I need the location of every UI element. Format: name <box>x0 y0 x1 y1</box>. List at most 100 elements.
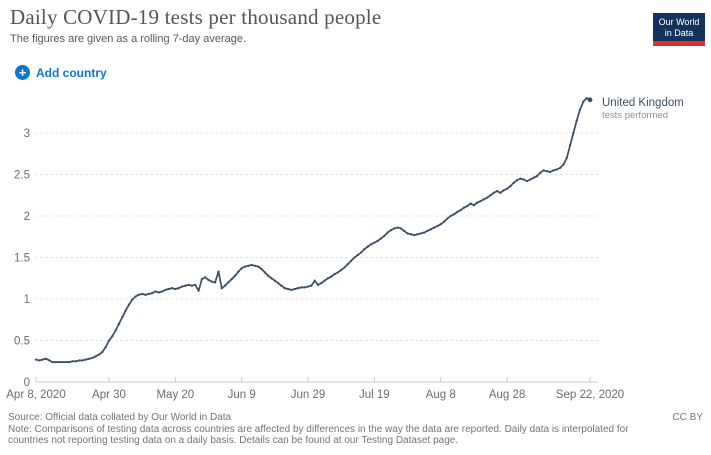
series-point-marker <box>373 241 376 244</box>
series-point-marker <box>472 204 476 207</box>
series-point-marker <box>141 292 144 296</box>
series-point-marker <box>432 226 436 229</box>
series-point-marker <box>280 284 283 287</box>
series-point-marker <box>227 281 230 284</box>
series-point-marker <box>243 265 247 268</box>
y-tick-label: 3 <box>24 128 30 140</box>
series-point-marker <box>409 233 413 236</box>
series-point-marker <box>44 357 48 360</box>
owid-logo[interactable]: Our World in Data <box>653 13 705 46</box>
series-point-marker <box>552 169 555 172</box>
series-point-marker <box>539 171 542 174</box>
series-point-marker <box>111 335 114 338</box>
series-point-marker <box>197 289 200 292</box>
series-point-marker <box>296 287 300 290</box>
series-point-marker <box>399 227 403 230</box>
series-point-marker <box>124 309 127 312</box>
series-point-marker <box>184 284 187 287</box>
series-point-marker <box>376 239 379 243</box>
series-point-marker <box>356 253 359 257</box>
series-point-marker <box>469 202 472 205</box>
series-point-marker <box>167 287 170 291</box>
series-point-marker <box>525 179 529 183</box>
y-tick-label: 0 <box>24 377 30 389</box>
series-point-marker <box>194 283 197 287</box>
chart-footer: Source: Official data collated by Our Wo… <box>8 412 648 447</box>
series-point-marker <box>104 345 107 349</box>
series-point-marker <box>562 163 565 166</box>
uk-series-line[interactable] <box>35 97 591 363</box>
series-point-marker <box>247 264 250 267</box>
series-point-marker <box>572 131 575 135</box>
series-point-marker <box>233 274 237 277</box>
series-point-marker <box>187 283 190 287</box>
series-point-marker <box>121 316 124 319</box>
series-point-marker <box>253 264 257 267</box>
series-point-marker <box>64 360 68 364</box>
page-subtitle: The figures are given as a rolling 7-day… <box>10 33 247 45</box>
series-point-marker <box>290 288 293 292</box>
series-point-marker <box>217 270 220 273</box>
series-point-marker <box>482 198 485 201</box>
series-point-marker <box>502 189 505 192</box>
series-point-marker <box>210 280 213 283</box>
series-point-marker <box>263 271 267 274</box>
series-point-marker <box>74 360 77 363</box>
series-point-marker <box>77 359 81 362</box>
series-metric-label: tests performed <box>602 110 668 121</box>
series-point-marker <box>84 358 87 361</box>
series-point-marker <box>257 265 260 268</box>
y-tick-label: 2.5 <box>14 170 30 182</box>
series-point-marker <box>386 231 389 234</box>
series-point-marker <box>164 288 167 292</box>
series-point-marker <box>273 279 277 282</box>
series-country-label: United Kingdom <box>602 97 684 109</box>
series-point-marker <box>150 292 154 295</box>
series-point-marker <box>436 224 439 228</box>
series-point-marker <box>353 256 356 259</box>
series-point-marker <box>177 287 180 290</box>
series-point-marker <box>476 201 479 204</box>
series-point-marker <box>403 229 406 233</box>
series-point-marker <box>459 209 462 212</box>
series-point-marker <box>479 199 482 203</box>
series-point-marker <box>426 229 429 233</box>
series-point-marker <box>442 220 446 223</box>
series-point-marker <box>157 291 160 294</box>
series-point-marker <box>466 204 469 208</box>
series-point-marker <box>343 266 346 269</box>
series-point-marker <box>286 287 290 291</box>
series-point-marker <box>313 279 316 282</box>
series-point-marker <box>359 251 363 254</box>
series-point-marker <box>486 196 489 199</box>
series-point-marker <box>240 267 243 270</box>
x-tick-label: Apr 30 <box>92 389 126 401</box>
series-point-marker <box>267 274 270 277</box>
add-country-button[interactable]: + Add country <box>13 63 109 82</box>
series-point-marker <box>489 194 492 197</box>
cc-by-license-link[interactable]: CC BY <box>672 412 703 423</box>
note-line: Note: Comparisons of testing data across… <box>8 423 629 447</box>
x-tick-label: Aug 28 <box>489 389 525 401</box>
series-point-marker <box>204 276 207 279</box>
series-point-marker <box>174 287 177 291</box>
series-point-marker <box>575 119 578 122</box>
series-point-marker <box>396 226 399 229</box>
series-point-marker <box>393 227 396 230</box>
series-point-marker <box>363 248 366 251</box>
series-point-marker <box>34 358 38 361</box>
series-point-marker <box>61 360 64 364</box>
x-tick-label: Jun 9 <box>228 389 256 401</box>
series-point-marker <box>97 353 101 356</box>
series-point-marker <box>555 168 558 171</box>
series-point-marker <box>207 278 210 282</box>
series-point-marker <box>439 223 442 226</box>
series-point-marker <box>114 329 117 332</box>
series-point-marker <box>330 275 333 278</box>
series-point-marker <box>200 277 204 281</box>
series-point-marker <box>499 191 502 194</box>
series-point-marker <box>250 263 253 267</box>
series-point-marker <box>101 350 104 354</box>
series-point-marker <box>127 303 131 306</box>
